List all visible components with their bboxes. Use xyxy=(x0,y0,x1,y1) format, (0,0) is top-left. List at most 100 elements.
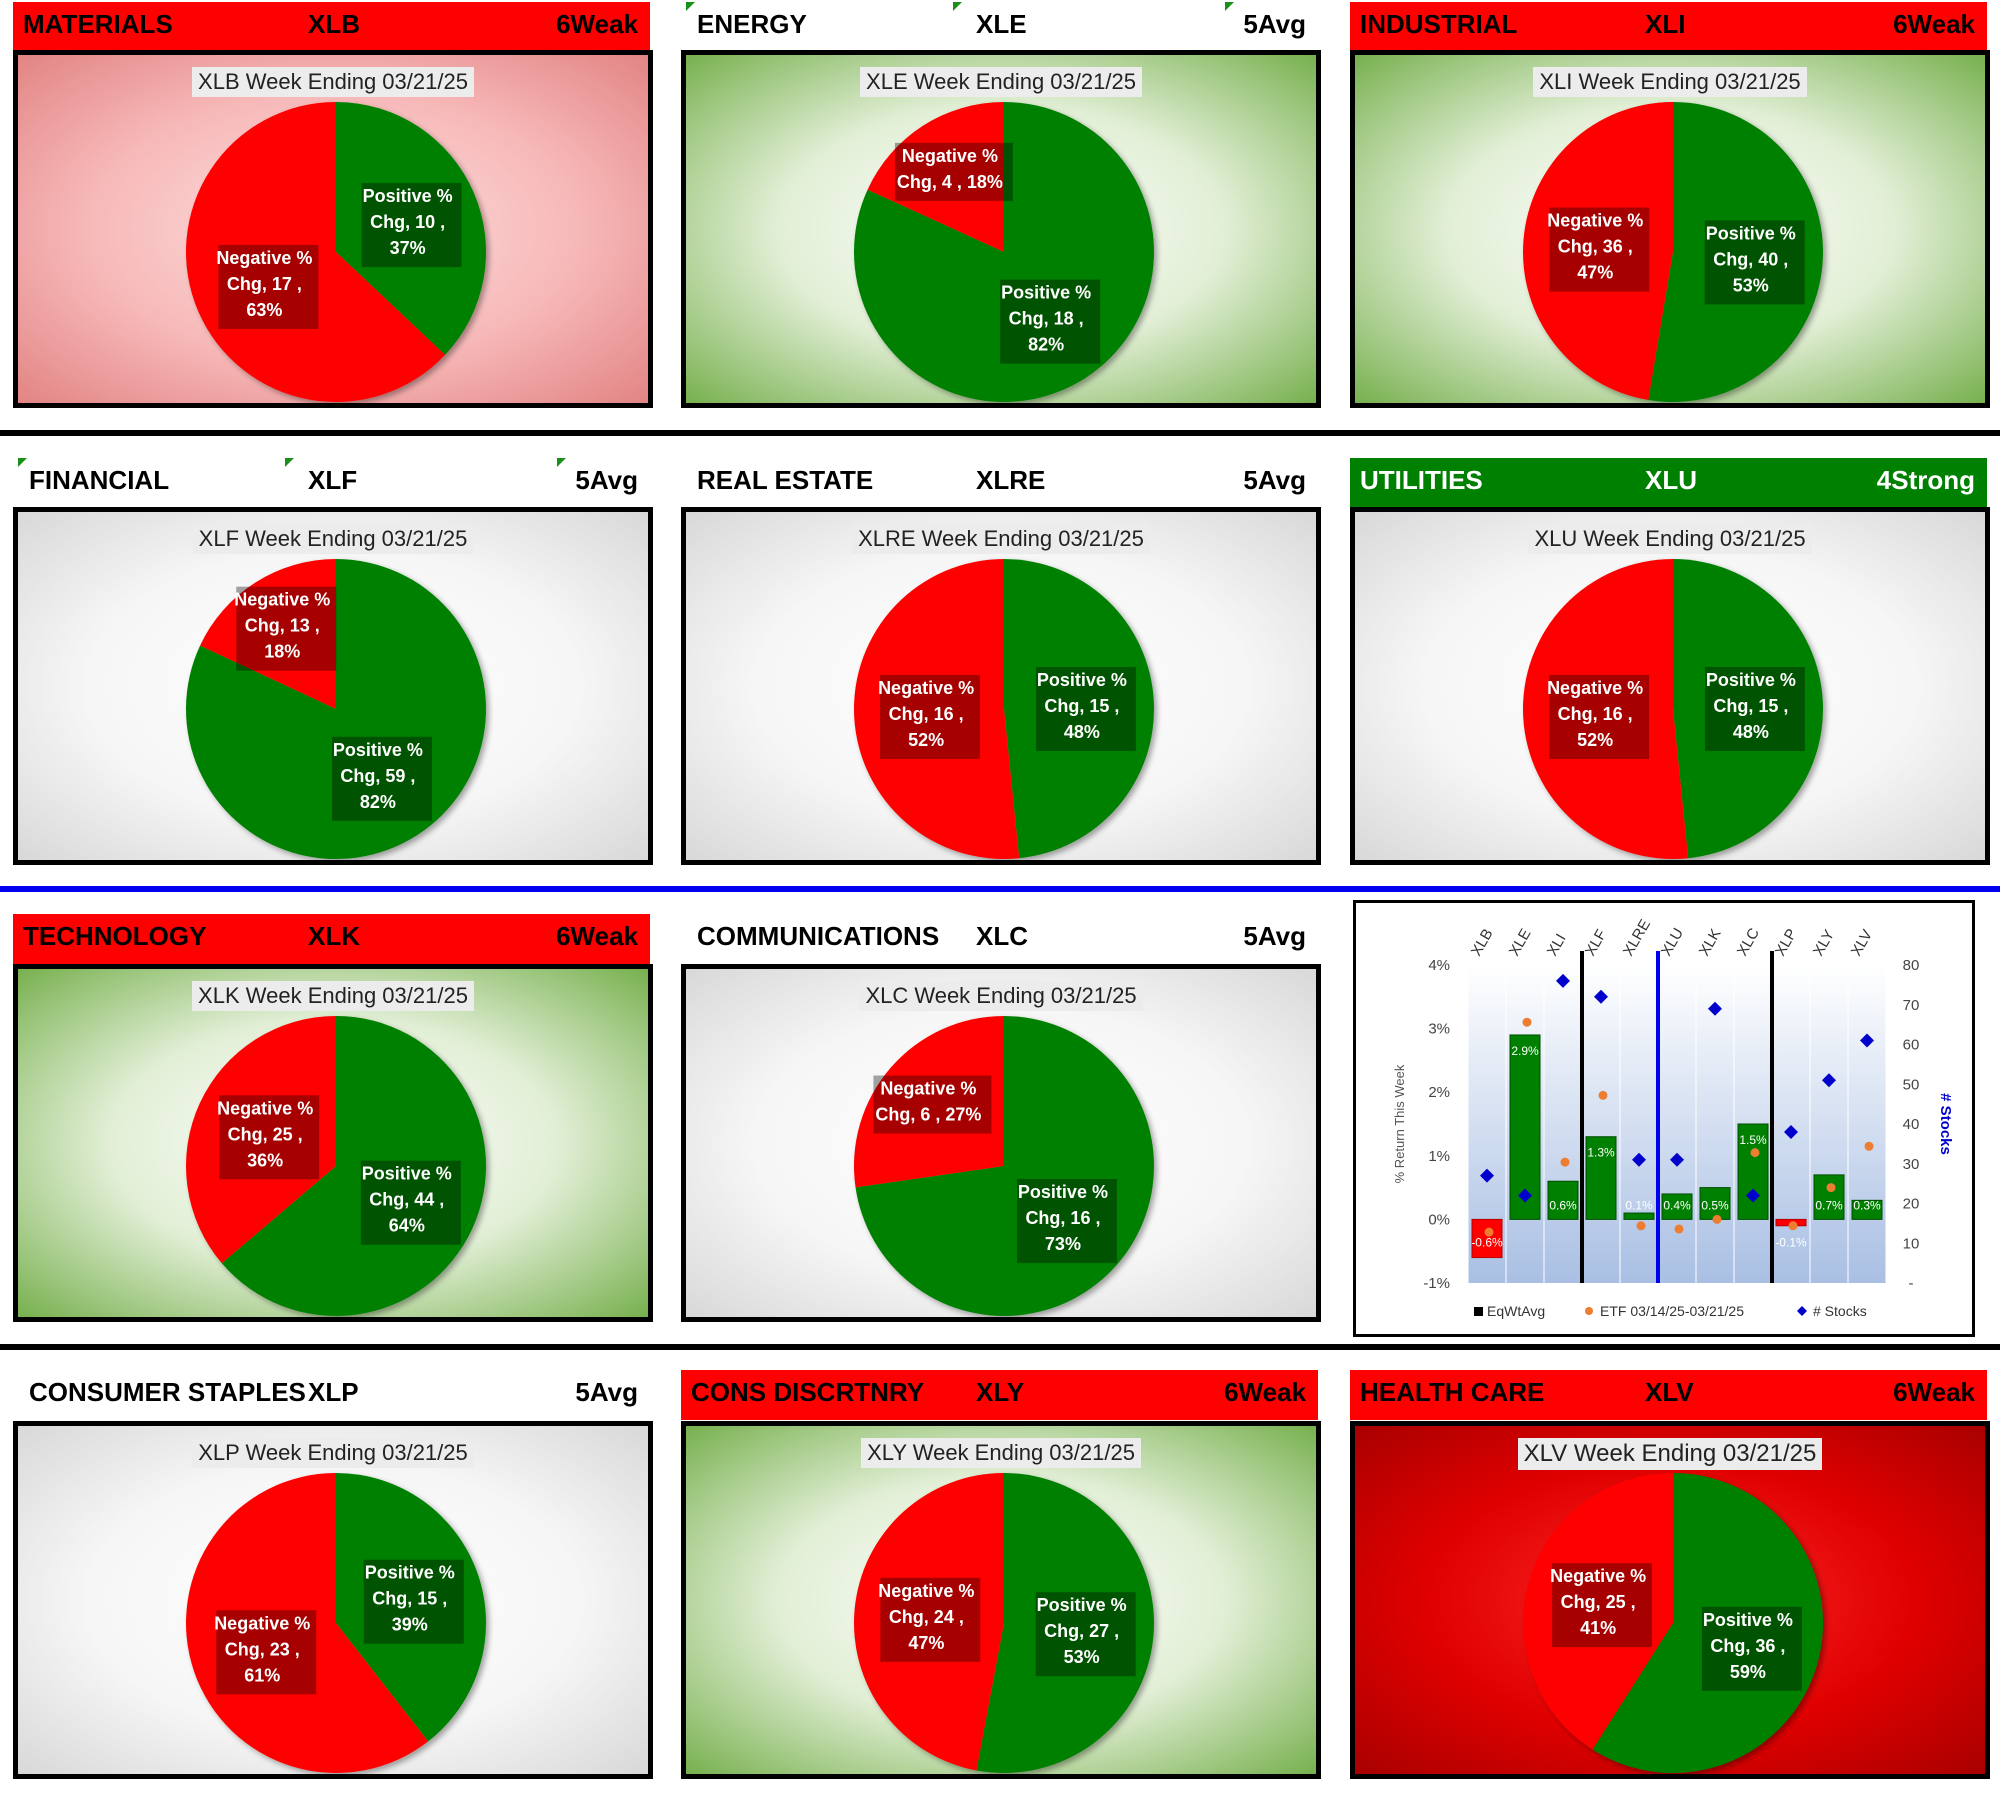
chart-title: XLY Week Ending 03/21/25 xyxy=(686,1438,1316,1468)
rating-label: 6Weak xyxy=(556,9,638,39)
svg-text:59%: 59% xyxy=(1730,1662,1766,1682)
chart-title: XLI Week Ending 03/21/25 xyxy=(1355,67,1985,97)
chart-title-text: XLRE Week Ending 03/21/25 xyxy=(852,524,1150,554)
category-label: XLF xyxy=(1582,927,1610,959)
svg-text:Chg, 40 ,: Chg, 40 , xyxy=(1713,249,1788,269)
sector-label: CONS DISCRTNRY xyxy=(691,1377,925,1407)
rating-label: 5Avg xyxy=(1243,9,1306,39)
sector-label: CONSUMER STAPLES xyxy=(29,1377,306,1407)
comment-indicator xyxy=(686,2,695,11)
rating-label: 6Weak xyxy=(1893,1377,1975,1407)
svg-text:Positive %: Positive % xyxy=(1706,223,1796,243)
svg-text:Chg, 44 ,: Chg, 44 , xyxy=(369,1190,444,1210)
svg-text:73%: 73% xyxy=(1045,1234,1081,1254)
svg-text:Chg, 15 ,: Chg, 15 , xyxy=(372,1589,447,1609)
positive-slice xyxy=(976,1473,1154,1773)
etf-dot xyxy=(1750,1148,1760,1158)
pie-svg: Positive % Chg, 27 , 53% Negative % Chg, 24 … xyxy=(854,1473,1154,1773)
svg-text:48%: 48% xyxy=(1733,722,1769,742)
svg-text:Negative %: Negative % xyxy=(216,248,312,268)
svg-text:Chg, 15 ,: Chg, 15 , xyxy=(1044,696,1119,716)
y2-tick-label: 60 xyxy=(1903,1037,1920,1054)
positive-slice xyxy=(1673,559,1824,859)
negative-data-label: Negative % Chg, 4 , 18% xyxy=(894,142,1013,201)
y-tick-label: 2% xyxy=(1428,1084,1450,1101)
positive-slice xyxy=(1004,559,1155,859)
svg-text:Negative %: Negative % xyxy=(1547,678,1643,698)
y2-axis-title: # Stocks xyxy=(1937,1093,1954,1155)
category-label: XLP xyxy=(1772,926,1801,959)
negative-data-label: Negative % Chg, 36 , 47% xyxy=(1547,207,1650,292)
svg-text:Negative %: Negative % xyxy=(214,1613,310,1633)
positive-slice xyxy=(1648,102,1823,402)
legend-stocks: # Stocks xyxy=(1813,1303,1867,1319)
chart-title-text: XLI Week Ending 03/21/25 xyxy=(1533,67,1807,97)
positive-data-label: Positive % Chg, 15 , 39% xyxy=(363,1559,464,1644)
svg-text:47%: 47% xyxy=(1577,263,1613,283)
eqwt-bar xyxy=(1813,1174,1845,1220)
positive-data-label: Positive % Chg, 44 , 64% xyxy=(360,1160,461,1245)
header-xlu: UTILITIES XLU 4Strong xyxy=(1350,458,1987,508)
positive-slice xyxy=(221,1016,486,1316)
svg-text:Chg, 25 ,: Chg, 25 , xyxy=(1561,1592,1636,1612)
eqwt-bar xyxy=(1585,1136,1617,1220)
svg-text:37%: 37% xyxy=(390,238,426,258)
y-axis-title: % Return This Week xyxy=(1392,1064,1407,1183)
etf-dot xyxy=(1636,1221,1646,1231)
rating-label: 4Strong xyxy=(1876,465,1975,495)
positive-data-label: Positive % Chg, 59 , 82% xyxy=(331,736,432,821)
ticker-label: XLRE xyxy=(976,465,1046,495)
category-label: XLB xyxy=(1468,926,1497,959)
negative-slice xyxy=(200,559,336,709)
ticker-label: XLB xyxy=(308,9,360,39)
chart-title: XLU Week Ending 03/21/25 xyxy=(1355,524,1985,554)
chart-title: XLP Week Ending 03/21/25 xyxy=(18,1438,648,1468)
svg-text:41%: 41% xyxy=(1580,1618,1616,1638)
sector-label: COMMUNICATIONS xyxy=(697,921,940,951)
comment-indicator xyxy=(285,458,294,467)
pie-svg: Positive % Chg, 10 , 37% Negative % Chg, 17 … xyxy=(185,102,486,403)
chart-title-text: XLP Week Ending 03/21/25 xyxy=(192,1438,474,1468)
eqwt-bar xyxy=(1737,1123,1769,1220)
pie-card-xlp: Positive % Chg, 15 , 39% Negative % Chg, 23 … xyxy=(13,1421,653,1779)
etf-dot xyxy=(1484,1227,1494,1237)
negative-slice xyxy=(1523,559,1689,859)
svg-text:Positive %: Positive % xyxy=(1018,1182,1108,1202)
chart-title: XLE Week Ending 03/21/25 xyxy=(686,67,1316,97)
y2-tick-label: 80 xyxy=(1903,957,1920,974)
stocks-marker xyxy=(1708,1001,1722,1016)
rating-label: 6Weak xyxy=(1893,9,1975,39)
pie-svg: Positive % Chg, 44 , 64% Negative % Chg, 25 … xyxy=(185,1016,486,1316)
legend-eqwt: EqWtAvg xyxy=(1487,1303,1545,1319)
chart-title: XLRE Week Ending 03/21/25 xyxy=(686,524,1316,554)
sector-label: REAL ESTATE xyxy=(697,465,874,495)
svg-text:Negative %: Negative % xyxy=(234,590,330,610)
svg-text:36%: 36% xyxy=(247,1150,283,1170)
y2-tick-label: 50 xyxy=(1903,1076,1920,1093)
positive-data-label: Positive % Chg, 15 , 48% xyxy=(1035,667,1136,752)
svg-text:Chg, 59 ,: Chg, 59 , xyxy=(340,766,415,786)
pie-card-xly: Positive % Chg, 27 , 53% Negative % Chg, 24 … xyxy=(681,1421,1321,1779)
row-separator-3 xyxy=(0,1344,2000,1350)
y2-tick-label: 70 xyxy=(1903,997,1920,1014)
sector-label: FINANCIAL xyxy=(29,465,170,495)
chart-title: XLC Week Ending 03/21/25 xyxy=(686,981,1316,1011)
y2-tick-label: - xyxy=(1909,1275,1914,1292)
positive-slice xyxy=(336,102,486,355)
svg-text:Negative %: Negative % xyxy=(880,1079,976,1099)
positive-data-label: Positive % Chg, 36 , 59% xyxy=(1701,1606,1802,1691)
negative-slice xyxy=(854,1016,1004,1188)
svg-text:Chg, 16 ,: Chg, 16 , xyxy=(1558,704,1633,724)
header-xlv: HEALTH CARE XLV 6Weak xyxy=(1350,1370,1987,1420)
pie-card-xlb: Positive % Chg, 10 , 37% Negative % Chg, 17 … xyxy=(13,50,653,408)
sector-label: MATERIALS xyxy=(23,9,173,39)
category-label: XLY xyxy=(1810,927,1838,959)
positive-data-label: Positive % Chg, 16 , 73% xyxy=(1016,1179,1117,1264)
chart-title-text: XLY Week Ending 03/21/25 xyxy=(861,1438,1141,1468)
pie-card-xle: Positive % Chg, 18 , 82% Negative % Chg, 4 ,… xyxy=(681,50,1321,408)
category-label: XLU xyxy=(1658,925,1687,959)
pie-card-xlre: Positive % Chg, 15 , 48% Negative % Chg, 16 … xyxy=(681,507,1321,865)
eqwt-bar xyxy=(1547,1180,1579,1220)
bar-data-label: 2.9% xyxy=(1511,1044,1539,1058)
header-xlre: REAL ESTATE XLRE 5Avg xyxy=(681,458,1318,508)
